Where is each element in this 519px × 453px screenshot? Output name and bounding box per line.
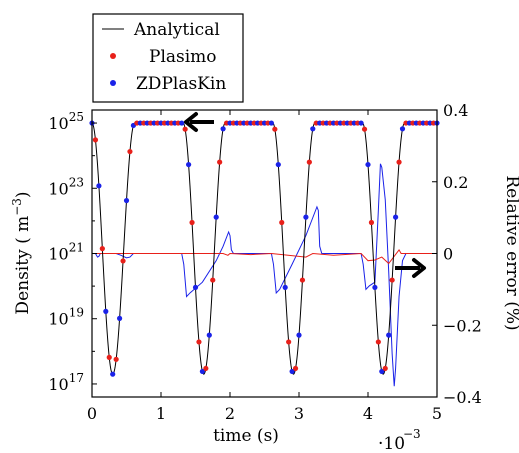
zdplaskin-point: [96, 183, 102, 189]
zdplaskin-point: [365, 161, 371, 168]
plasimo-point: [210, 277, 216, 283]
svg-text:Density ( m−3): Density ( m−3): [10, 191, 33, 314]
plasimo-point: [120, 258, 126, 264]
x-tick-label: 5: [432, 404, 442, 423]
plasimo-point: [292, 365, 299, 372]
legend-zdplaskin-marker: [110, 80, 116, 86]
plasimo-point: [299, 277, 306, 283]
y-right-tick-label: −0.4: [443, 388, 482, 407]
x-tick-label: 4: [363, 404, 373, 423]
analytical-line: [92, 122, 437, 375]
zdplaskin-point: [289, 368, 295, 375]
legend-analytical-label: Analytical: [133, 20, 220, 40]
zdplaskin-point: [399, 126, 406, 132]
legend-plasimo-label: Plasimo: [149, 47, 217, 67]
x-tick-label: 3: [294, 404, 304, 423]
legend-plasimo-marker: [110, 53, 116, 59]
plasimo-point: [113, 356, 119, 362]
x-multiplier: ·10 −3: [378, 427, 421, 453]
zdplaskin-point: [282, 284, 288, 291]
y-right-tick-label: 0: [443, 245, 453, 264]
plasimo-point: [306, 159, 312, 165]
plasimo-point: [203, 365, 209, 372]
legend-zdplaskin-label: ZDPlasKin: [136, 74, 226, 94]
plasimo-point: [196, 339, 202, 345]
zdplaskin-point: [123, 197, 130, 204]
plasimo-point: [279, 219, 285, 226]
y-left-label-main: Density ( m: [13, 216, 33, 315]
zdplaskin-point: [110, 371, 116, 377]
zdplaskin-point: [220, 126, 226, 132]
zdplaskin-point: [372, 284, 378, 291]
density-curves: [92, 122, 437, 375]
plasimo-point: [375, 339, 381, 345]
zdplaskin-point: [296, 332, 302, 338]
zdplaskin-point: [379, 368, 385, 375]
y-left-label-exp: −3: [10, 198, 24, 216]
y-right-tick-label: −0.2: [443, 316, 482, 335]
plasimo-point: [106, 354, 112, 360]
y-left-label-close: ): [13, 191, 33, 198]
y-left-tick-label: 1021: [48, 241, 84, 264]
y-right-tick-label: 0.4: [443, 101, 468, 120]
y-left-tick-label: 1023: [48, 175, 84, 198]
y-left-tick-label: 1025: [48, 110, 84, 133]
zdplaskin-point: [386, 332, 392, 338]
plasimo-point: [368, 219, 375, 226]
zdplaskin-point: [303, 214, 309, 220]
plasimo-point: [272, 126, 278, 132]
plasimo-point: [182, 126, 188, 132]
error-line: [92, 249, 437, 265]
axis-ticks: 0 1 2 3 4 5 1017 1019 1021 1023 1025 0.4 0.2 0 −0.2 −0.…: [48, 101, 482, 423]
x-tick-label: 2: [225, 404, 235, 423]
zdplaskin-point: [179, 120, 185, 126]
zdplaskin-point: [206, 332, 212, 338]
zdplaskin-point: [275, 161, 281, 168]
plasimo-point: [127, 148, 133, 155]
zdplaskin-point: [393, 214, 399, 220]
zdplaskin-point: [213, 214, 219, 220]
x-axis-label: time (s): [213, 426, 279, 446]
plasimo-point: [92, 137, 99, 143]
arrow-right-axis-icon: [395, 258, 426, 278]
x-tick-label: 1: [156, 404, 166, 423]
zdplaskin-point: [186, 161, 192, 168]
zdplaskin-point: [199, 368, 205, 375]
plasimo-point: [389, 277, 395, 283]
zdplaskin-point: [192, 284, 199, 291]
plasimo-point: [217, 159, 223, 165]
error-curves: [92, 163, 437, 387]
plasimo-point: [361, 126, 368, 132]
zdplaskin-point: [117, 315, 123, 321]
plasimo-point: [286, 339, 292, 345]
x-multiplier-base: ·10: [378, 434, 405, 453]
y-left-tick-label: 1019: [48, 306, 84, 329]
legend: Analytical Plasimo ZDPlasKin: [92, 13, 244, 103]
plasimo-point: [99, 246, 105, 252]
arrow-left-axis-icon: [184, 112, 214, 132]
x-multiplier-exp: −3: [403, 427, 421, 441]
plasimo-point: [396, 159, 402, 165]
error-line: [92, 163, 437, 387]
zdplaskin-point: [310, 126, 316, 132]
y-right-label: Relative error (%): [502, 175, 519, 330]
x-tick-label: 0: [87, 404, 97, 423]
data-markers: [89, 120, 440, 377]
y-left-label: Density ( m−3): [10, 191, 33, 314]
zdplaskin-point: [358, 120, 364, 126]
plasimo-point: [189, 219, 195, 226]
y-right-tick-label: 0.2: [443, 173, 468, 192]
zdplaskin-point: [103, 308, 109, 314]
zdplaskin-point: [268, 120, 274, 126]
y-left-tick-label: 1017: [48, 371, 84, 394]
plasimo-point: [382, 365, 388, 372]
